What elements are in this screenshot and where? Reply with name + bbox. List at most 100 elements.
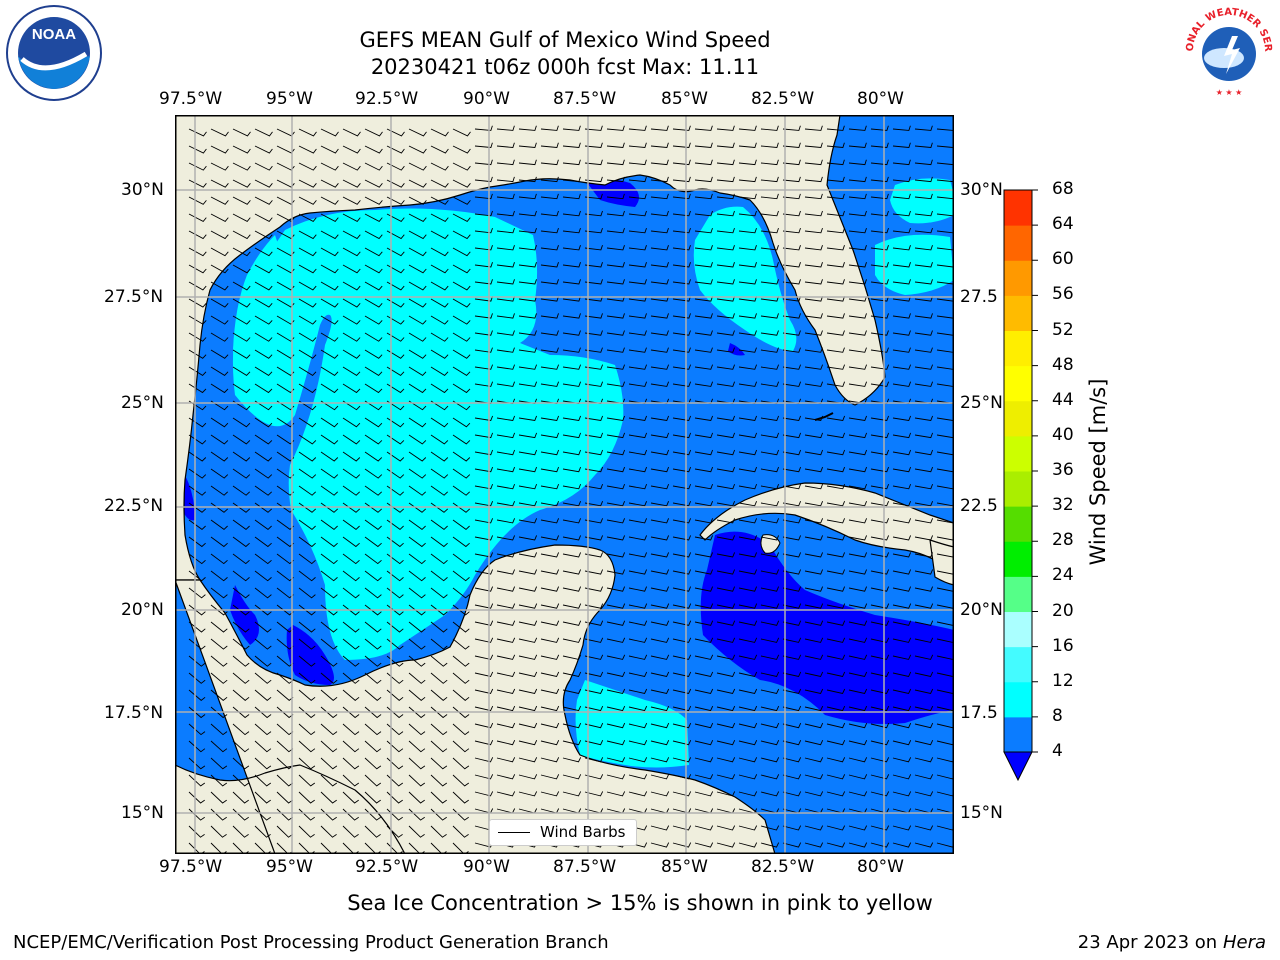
wind-barb [628, 364, 648, 370]
wind-barb [628, 415, 648, 422]
wind-barb [474, 296, 493, 302]
wind-barb [276, 213, 295, 222]
wind-barb [320, 723, 338, 736]
wind-barb [584, 518, 604, 524]
wind-barb [364, 247, 383, 257]
wind-barb [914, 671, 934, 678]
wind-barb [562, 245, 581, 251]
wind-barb [804, 620, 824, 626]
wind-barb [496, 552, 516, 558]
wind-barb [474, 552, 494, 558]
wind-barb [826, 227, 845, 234]
wind-barb [452, 434, 471, 445]
wind-barb [188, 842, 205, 854]
wind-barb [408, 825, 425, 838]
wind-barb [760, 432, 780, 439]
wind-barb [892, 245, 911, 251]
wind-barb [452, 723, 470, 736]
wind-barb [826, 569, 846, 575]
wind-barb [760, 125, 779, 131]
wind-barb [562, 466, 582, 473]
wind-barb [496, 415, 516, 422]
wind-barb [694, 227, 713, 234]
wind-barb [188, 196, 207, 205]
wind-barb [452, 672, 470, 684]
wind-barb [474, 159, 493, 166]
wind-barb [320, 366, 339, 376]
wind-barb [540, 193, 559, 200]
wind-barb [628, 279, 647, 285]
wind-barb [738, 535, 758, 541]
wind-barb [210, 655, 228, 667]
wind-barb [298, 553, 316, 565]
wind-barb [474, 227, 493, 234]
wind-barb [276, 230, 295, 240]
wind-barb [584, 381, 604, 387]
wind-barb [474, 569, 494, 575]
wind-barb [760, 705, 780, 712]
wind-barb [408, 196, 427, 205]
wind-barb [188, 298, 207, 308]
wind-barb [870, 825, 890, 831]
wind-barb [518, 245, 537, 251]
wind-barb [298, 502, 317, 513]
wind-speed-map [175, 115, 954, 854]
wind-barb [694, 193, 713, 200]
wind-barb [804, 347, 823, 353]
wind-barb [606, 586, 626, 592]
wind-barb [320, 485, 339, 496]
wind-barb [210, 230, 229, 240]
wind-barb [672, 466, 692, 473]
wind-barb [298, 689, 316, 701]
wind-barb [254, 689, 272, 701]
wind-barb [562, 671, 582, 678]
wind-barb [188, 706, 206, 719]
wind-barb [694, 586, 714, 592]
wind-barb [606, 210, 625, 217]
wind-barb [364, 366, 383, 376]
lat-tick-right: 27.5 [960, 287, 998, 307]
wind-area-west-gulf [233, 235, 293, 395]
wind-barb [452, 383, 471, 394]
wind-barb [342, 638, 360, 650]
wind-barb [188, 536, 206, 548]
wind-barb [914, 842, 934, 848]
wind-barb [738, 381, 758, 387]
wind-barb [650, 330, 669, 336]
wind-barb [518, 654, 538, 660]
wind-barb [870, 757, 890, 763]
wind-barb [760, 313, 779, 319]
wind-barb [232, 298, 251, 308]
lon-tick-bottom: 80°W [857, 857, 904, 877]
wind-barb [606, 620, 626, 626]
wind-barb [650, 210, 669, 217]
wind-barb [342, 519, 360, 530]
wind-barb [826, 313, 845, 319]
wind-barb [496, 176, 515, 183]
wind-barb [408, 366, 427, 376]
colorbar-label-text: Wind Speed [m/s] [1086, 378, 1110, 566]
map-frame [175, 115, 954, 854]
wind-barb [496, 757, 516, 763]
wind-barb [606, 176, 625, 183]
wind-barb [606, 705, 626, 712]
wind-barb [606, 740, 626, 746]
wind-barb [606, 637, 626, 643]
wind-barb [848, 620, 868, 626]
wind-barb [738, 415, 758, 422]
wind-barb [474, 705, 494, 712]
wind-barb [694, 210, 713, 217]
wind-barb [672, 483, 692, 490]
wind-barb [364, 349, 383, 359]
wind-barb [298, 672, 316, 684]
land-hispaniola [929, 539, 954, 586]
wind-barb [452, 519, 470, 530]
wind-barb [320, 281, 339, 291]
wind-barb [254, 349, 273, 359]
wind-barb [540, 535, 560, 541]
wind-barb [562, 330, 581, 336]
wind-barb [826, 842, 846, 848]
wind-barb [210, 842, 227, 854]
wind-barb [672, 688, 692, 695]
wind-barb [848, 313, 867, 319]
